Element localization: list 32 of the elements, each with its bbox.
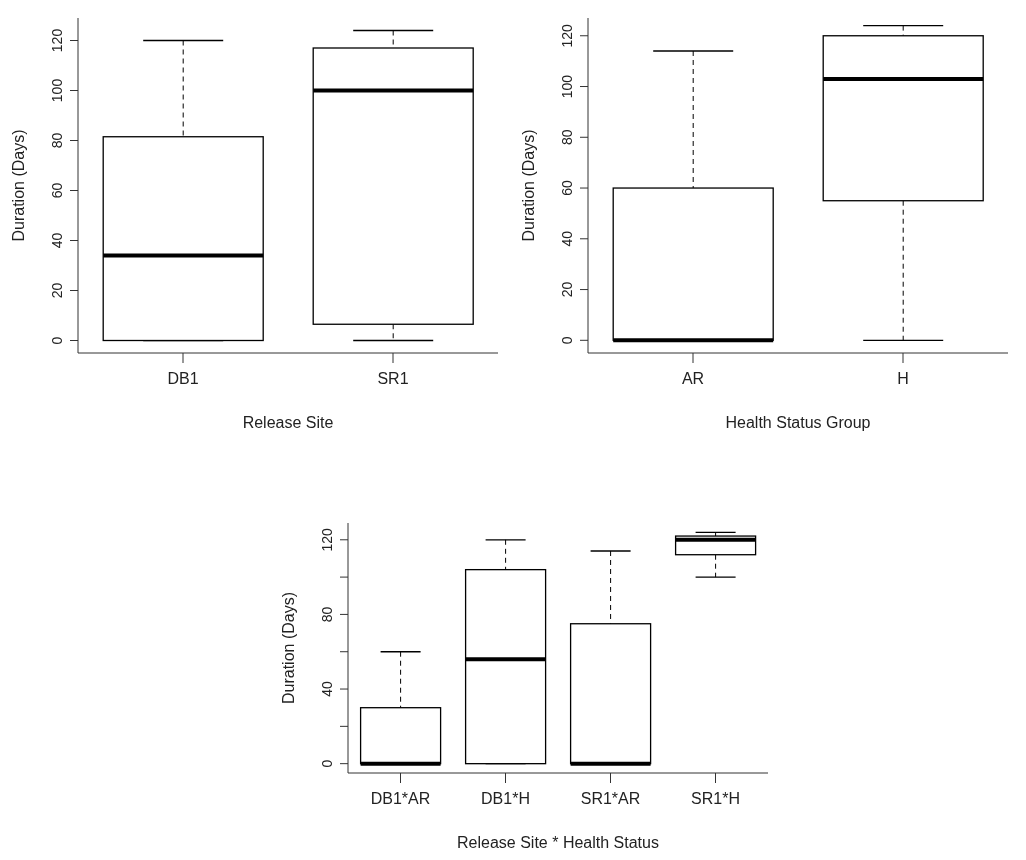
y-tick-label: 0 [559,336,575,345]
y-tick-label: 60 [49,182,65,199]
x-tick-label: SR1*AR [580,790,641,808]
x-axis-title: Health Status Group [725,414,871,431]
y-tick-label: 100 [49,78,65,103]
y-tick-label: 60 [559,180,575,196]
y-tick-label: 40 [319,681,335,697]
y-tick-label: 120 [49,28,65,53]
y-axis-title: Duration (Days) [279,591,297,705]
y-axis-title: Duration (Days) [519,129,537,242]
x-tick-label: SR1*H [691,790,740,808]
y-tick-label: 80 [319,606,335,623]
x-tick-label: DB1 [167,370,199,388]
x-tick-label: DB1*AR [370,790,431,808]
x-tick-label: DB1*H [481,790,530,808]
x-tick-label: H [897,370,909,388]
y-tick-label: 40 [559,230,575,247]
y-tick-label: 120 [559,23,575,48]
y-tick-label: 0 [319,759,335,768]
y-tick-label: 80 [49,132,65,149]
y-tick-label: 40 [49,232,65,249]
y-tick-label: 20 [49,282,65,299]
x-tick-label: AR [681,370,705,388]
x-axis-title: Release Site * Health Status [457,834,659,851]
x-axis-title: Release Site [242,414,334,431]
y-tick-label: 0 [49,336,65,345]
y-axis-title: Duration (Days) [9,129,27,242]
y-tick-label: 120 [319,527,335,552]
y-tick-label: 80 [559,129,575,146]
y-tick-label: 20 [559,281,575,298]
y-tick-label: 100 [559,74,575,99]
x-tick-label: SR1 [377,370,409,388]
